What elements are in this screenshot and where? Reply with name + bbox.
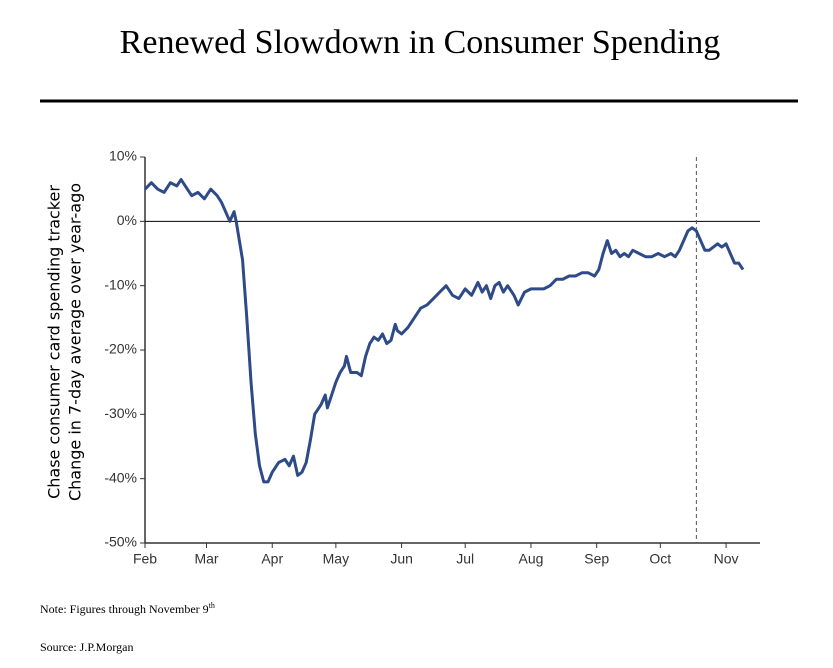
x-tick-label: Jul <box>456 551 474 567</box>
x-tick-label: May <box>323 551 349 567</box>
y-axis-label: Chase consumer card spending tracker <box>45 185 64 499</box>
data-line <box>143 178 745 484</box>
x-tick-label: Apr <box>261 551 283 567</box>
source: Source: J.P.Morgan <box>40 640 133 654</box>
x-tick-label: Nov <box>714 551 739 567</box>
x-tick-label: Jun <box>390 551 413 567</box>
chart-title: Renewed Slowdown in Consumer Spending <box>120 24 721 61</box>
x-tick-label: Sep <box>584 551 609 567</box>
note-superscript: th <box>209 601 215 610</box>
y-tick-label: 10% <box>109 148 137 164</box>
x-tick-label: Aug <box>519 551 544 567</box>
y-tick-label: -40% <box>104 469 137 485</box>
x-tick-label: Feb <box>133 551 157 567</box>
x-tick-label: Mar <box>194 551 218 567</box>
y-tick-label: 0% <box>117 212 137 228</box>
y-axis-label: Change in 7-day average over year-ago <box>66 183 85 501</box>
note: Note: Figures through November 9th <box>40 601 215 616</box>
y-tick-label: -20% <box>104 341 137 357</box>
y-tick-label: -30% <box>104 405 137 421</box>
y-tick-label: -50% <box>104 534 137 550</box>
x-tick-label: Oct <box>649 551 671 567</box>
note-text: Note: Figures through November 9 <box>40 602 209 616</box>
y-tick-label: -10% <box>104 276 137 292</box>
